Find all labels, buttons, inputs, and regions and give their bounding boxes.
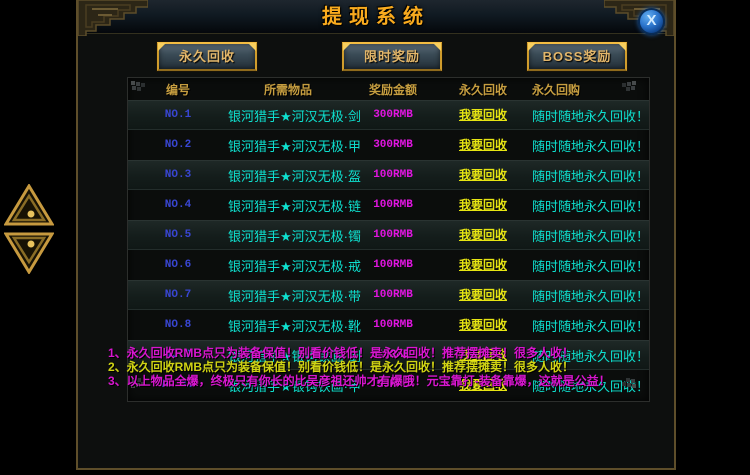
- row-buyback-text: 随时随地永久回收！: [532, 258, 650, 274]
- column-header: 奖励金额: [368, 82, 417, 97]
- tab-bar: 永久回收 限时奖励 BOSS奖励: [78, 42, 678, 71]
- row-number: NO.2: [164, 139, 192, 151]
- row-item-name: 银河猎手★银钩铁画·剑: [228, 348, 361, 364]
- close-button[interactable]: X: [638, 8, 665, 35]
- table-body: NO.1 银河猎手★河汉无极·剑 300RMB 我要回收 随时随地永久回收！ N…: [128, 100, 649, 400]
- row-number: NO.9: [164, 349, 192, 361]
- scroll-down-arrow-icon: [3, 232, 55, 275]
- row-reward-amount: 50RMB: [376, 379, 410, 391]
- withdraw-system-panel: 提现系统 X 永久回收 限时奖励 BOSS奖励 编号 所需物品 奖励金额 永久回…: [76, 0, 676, 470]
- row-number: NO.5: [164, 229, 192, 241]
- row-buyback-text: 随时随地永久回收！: [532, 138, 650, 154]
- row-number: NO.6: [164, 259, 192, 271]
- row-number: NO.1: [164, 109, 192, 121]
- row-number: NO.4: [164, 199, 192, 211]
- column-header: 永久回购: [532, 82, 581, 97]
- table-row: NO.10 银河猎手★银钩铁画·甲 50RMB 我要回收 随时随地永久回收！: [128, 370, 649, 400]
- recycle-link[interactable]: 我要回收: [458, 378, 507, 392]
- row-item-name: 银河猎手★河汉无极·镯: [228, 228, 361, 244]
- note-line: 2、永久回收RMB点只为装备保值！别看价钱低！是永久回收！推荐摆摊卖！很多人收！: [108, 360, 575, 374]
- tab-limited-reward[interactable]: 限时奖励: [342, 42, 442, 71]
- column-header: 所需物品: [263, 82, 312, 97]
- close-icon: X: [646, 12, 657, 29]
- recycle-link[interactable]: 我要回收: [458, 198, 507, 212]
- row-item-name: 银河猎手★河汉无极·链: [228, 198, 361, 214]
- row-reward-amount: 50RMB: [376, 349, 410, 361]
- recycle-link[interactable]: 我要回收: [458, 168, 507, 182]
- row-reward-amount: 100RMB: [373, 259, 413, 271]
- row-buyback-text: 随时随地永久回收！: [532, 168, 650, 184]
- table-row: NO.7 银河猎手★河汉无极·带 100RMB 我要回收 随时随地永久回收！: [128, 280, 649, 310]
- row-item-name: 银河猎手★河汉无极·甲: [228, 138, 361, 154]
- title-bar: 提现系统 X: [78, 0, 674, 36]
- row-number: NO.10: [161, 379, 195, 391]
- table-row: NO.1 银河猎手★河汉无极·剑 300RMB 我要回收 随时随地永久回收！: [128, 100, 649, 130]
- table-corner-ornament-icon: [632, 81, 636, 85]
- notes-block: 1、永久回收RMB点只为装备保值！别看价钱低！是永久回收！推荐摆摊卖！很多人收！…: [108, 346, 668, 388]
- note-line: 3、以上物品全爆，终极只有你长的比吴彦祖还帅才有爆哦！元宝靠打-装备靠爆，这就是…: [108, 374, 611, 388]
- table-row: NO.2 银河猎手★河汉无极·甲 300RMB 我要回收 随时随地永久回收！: [128, 130, 649, 160]
- row-buyback-text: 随时随地永久回收！: [532, 228, 650, 244]
- row-reward-amount: 300RMB: [373, 109, 413, 121]
- row-buyback-text: 随时随地永久回收！: [532, 198, 650, 214]
- table-row: NO.8 银河猎手★河汉无极·靴 100RMB 我要回收 随时随地永久回收！: [128, 310, 649, 340]
- row-buyback-text: 随时随地永久回收！: [532, 378, 650, 394]
- table-row: NO.5 银河猎手★河汉无极·镯 100RMB 我要回收 随时随地永久回收！: [128, 220, 649, 250]
- table-row: NO.3 银河猎手★河汉无极·盔 100RMB 我要回收 随时随地永久回收！: [128, 160, 649, 190]
- gothic-corner-ornament-icon: [78, 0, 148, 36]
- row-number: NO.7: [164, 289, 192, 301]
- row-item-name: 银河猎手★河汉无极·靴: [228, 318, 361, 334]
- tab-permanent-recycle[interactable]: 永久回收: [157, 42, 257, 71]
- recycle-link[interactable]: 我要回收: [458, 228, 507, 242]
- row-buyback-text: 随时随地永久回收！: [532, 348, 650, 364]
- row-number: NO.3: [164, 169, 192, 181]
- table-row: NO.4 银河猎手★河汉无极·链 100RMB 我要回收 随时随地永久回收！: [128, 190, 649, 220]
- table-row: NO.9 银河猎手★银钩铁画·剑 50RMB 我要回收 随时随地永久回收！: [128, 340, 649, 370]
- row-reward-amount: 100RMB: [373, 319, 413, 331]
- row-reward-amount: 100RMB: [373, 199, 413, 211]
- scroll-up-button[interactable]: [3, 183, 55, 228]
- column-header: 永久回收: [458, 82, 507, 97]
- table-corner-ornament-icon: [131, 81, 135, 85]
- row-number: NO.8: [164, 319, 192, 331]
- recycle-link[interactable]: 我要回收: [458, 348, 507, 362]
- row-buyback-text: 随时随地永久回收！: [532, 108, 650, 124]
- recycle-link[interactable]: 我要回收: [458, 138, 507, 152]
- row-item-name: 银河猎手★河汉无极·戒: [228, 258, 361, 274]
- row-item-name: 银河猎手★河汉无极·剑: [228, 108, 361, 124]
- row-item-name: 银河猎手★河汉无极·带: [228, 288, 361, 304]
- row-buyback-text: 随时随地永久回收！: [532, 318, 650, 334]
- row-reward-amount: 100RMB: [373, 229, 413, 241]
- page-title: 提现系统: [322, 6, 430, 28]
- tab-label: 限时奖励: [363, 49, 420, 64]
- tab-boss-reward[interactable]: BOSS奖励: [527, 42, 627, 71]
- recycle-link[interactable]: 我要回收: [458, 108, 507, 122]
- scroll-down-button[interactable]: [3, 230, 55, 275]
- row-reward-amount: 100RMB: [373, 289, 413, 301]
- recycle-link[interactable]: 我要回收: [458, 258, 507, 272]
- recycle-table: 编号 所需物品 奖励金额 永久回收 永久回购 NO.1 银河猎手★河汉无极·剑 …: [127, 77, 650, 402]
- table-header-row: 编号 所需物品 奖励金额 永久回收 永久回购: [128, 78, 649, 100]
- recycle-link[interactable]: 我要回收: [458, 288, 507, 302]
- recycle-link[interactable]: 我要回收: [458, 318, 507, 332]
- row-item-name: 银河猎手★银钩铁画·甲: [228, 378, 361, 394]
- table-row: NO.6 银河猎手★河汉无极·戒 100RMB 我要回收 随时随地永久回收！: [128, 250, 649, 280]
- row-buyback-text: 随时随地永久回收！: [532, 288, 650, 304]
- note-line: 1、永久回收RMB点只为装备保值！别看价钱低！是永久回收！推荐摆摊卖！很多人收！: [108, 346, 575, 360]
- column-header: 编号: [165, 82, 190, 97]
- tab-label: 永久回收: [178, 49, 235, 64]
- tab-label: BOSS奖励: [542, 49, 612, 64]
- scroll-up-arrow-icon: [3, 183, 55, 226]
- row-reward-amount: 100RMB: [373, 169, 413, 181]
- row-reward-amount: 300RMB: [373, 139, 413, 151]
- row-item-name: 银河猎手★河汉无极·盔: [228, 168, 361, 184]
